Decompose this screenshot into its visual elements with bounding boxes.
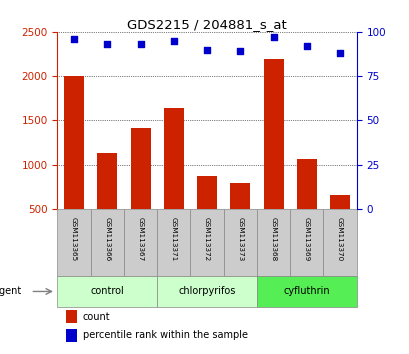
Text: GSM113365: GSM113365: [71, 217, 77, 261]
Bar: [164, 108, 183, 253]
Bar: [157, 276, 256, 307]
Bar: [90, 209, 124, 276]
Bar: [256, 276, 356, 307]
Text: chlorpyrifos: chlorpyrifos: [178, 286, 235, 296]
Bar: [124, 209, 157, 276]
Text: cyfluthrin: cyfluthrin: [283, 286, 329, 296]
Text: GSM113369: GSM113369: [303, 217, 309, 261]
Bar: [197, 176, 216, 253]
Bar: [57, 276, 157, 307]
Point: [104, 41, 110, 47]
Point: [170, 38, 177, 44]
Text: GSM113373: GSM113373: [237, 217, 243, 261]
Bar: [66, 310, 76, 323]
Bar: [66, 329, 76, 342]
Text: GSM113372: GSM113372: [204, 217, 209, 261]
Text: GSM113366: GSM113366: [104, 217, 110, 261]
Point: [303, 43, 309, 49]
Bar: [57, 209, 90, 276]
Bar: [263, 59, 283, 253]
Point: [203, 47, 210, 52]
Bar: [230, 183, 249, 253]
Text: GSM113371: GSM113371: [171, 217, 176, 261]
Title: GDS2215 / 204881_s_at: GDS2215 / 204881_s_at: [127, 18, 286, 31]
Point: [71, 36, 77, 42]
Text: GSM113370: GSM113370: [336, 217, 342, 261]
Bar: [64, 76, 84, 253]
Point: [336, 50, 342, 56]
Bar: [190, 209, 223, 276]
Text: control: control: [90, 286, 124, 296]
Bar: [290, 209, 323, 276]
Bar: [130, 127, 150, 253]
Bar: [223, 209, 256, 276]
Bar: [157, 209, 190, 276]
Bar: [97, 153, 117, 253]
Bar: [323, 209, 356, 276]
Bar: [329, 195, 349, 253]
Text: count: count: [83, 312, 110, 322]
Text: GSM113367: GSM113367: [137, 217, 143, 261]
Bar: [296, 159, 316, 253]
Point: [137, 41, 144, 47]
Bar: [256, 209, 290, 276]
Text: GSM113368: GSM113368: [270, 217, 276, 261]
Point: [270, 34, 276, 40]
Text: percentile rank within the sample: percentile rank within the sample: [83, 330, 247, 340]
Text: agent: agent: [0, 286, 21, 296]
Point: [236, 48, 243, 54]
